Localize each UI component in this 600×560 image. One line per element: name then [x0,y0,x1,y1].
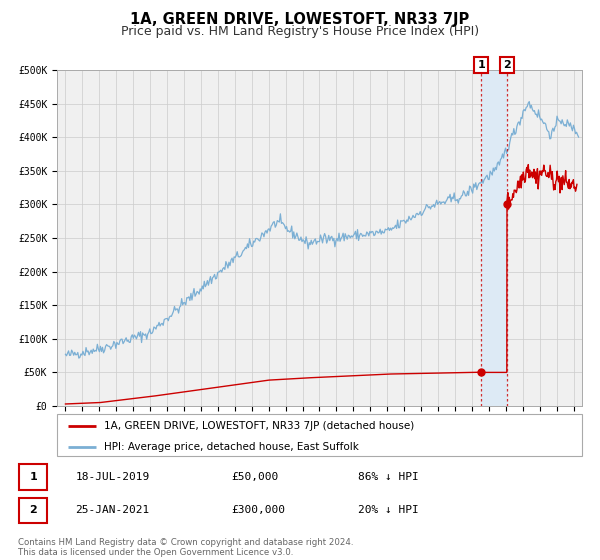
Text: 1A, GREEN DRIVE, LOWESTOFT, NR33 7JP: 1A, GREEN DRIVE, LOWESTOFT, NR33 7JP [130,12,470,27]
FancyBboxPatch shape [19,464,47,489]
Text: Price paid vs. HM Land Registry's House Price Index (HPI): Price paid vs. HM Land Registry's House … [121,25,479,38]
Text: 1: 1 [477,60,485,70]
Text: Contains HM Land Registry data © Crown copyright and database right 2024.
This d: Contains HM Land Registry data © Crown c… [18,538,353,557]
Text: 18-JUL-2019: 18-JUL-2019 [76,472,149,482]
FancyBboxPatch shape [57,414,582,456]
Text: 2: 2 [503,60,511,70]
Bar [481,70,507,406]
Text: £50,000: £50,000 [231,472,278,482]
Text: 20% ↓ HPI: 20% ↓ HPI [358,505,418,515]
Text: 25-JAN-2021: 25-JAN-2021 [76,505,149,515]
FancyBboxPatch shape [19,498,47,523]
Text: 1A, GREEN DRIVE, LOWESTOFT, NR33 7JP (detached house): 1A, GREEN DRIVE, LOWESTOFT, NR33 7JP (de… [104,421,415,431]
Text: £300,000: £300,000 [231,505,285,515]
Text: 86% ↓ HPI: 86% ↓ HPI [358,472,418,482]
Text: 2: 2 [29,505,37,515]
Text: HPI: Average price, detached house, East Suffolk: HPI: Average price, detached house, East… [104,442,359,452]
Text: 1: 1 [29,472,37,482]
